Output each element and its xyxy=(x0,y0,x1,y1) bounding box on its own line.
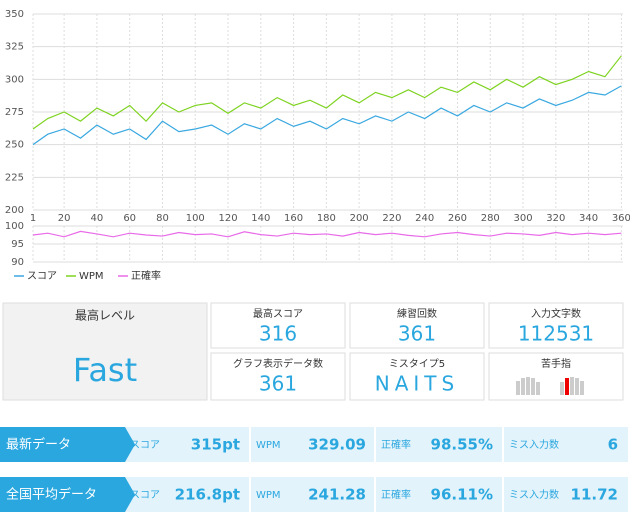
x-tick-label: 100 xyxy=(186,213,205,224)
legend-label: スコア xyxy=(27,271,57,282)
stat-label: 入力文字数 xyxy=(531,307,581,320)
legend-label: WPM xyxy=(79,271,104,282)
row-bg xyxy=(125,427,628,462)
y-tick-label: 275 xyxy=(5,107,24,118)
stat-cell xyxy=(349,352,485,401)
stat-cell xyxy=(210,352,346,401)
x-tick-label: 360 xyxy=(612,213,630,224)
x-tick-label: 40 xyxy=(91,213,104,224)
y-tick-label: 250 xyxy=(5,140,24,151)
row-label: 最新データ xyxy=(6,437,71,453)
x-tick-label: 260 xyxy=(448,213,467,224)
row-cell-label: WPM xyxy=(256,440,281,451)
row-cell-label: 正確率 xyxy=(381,488,411,501)
row-cell-value: 96.11% xyxy=(431,486,493,504)
row-bg xyxy=(125,477,628,512)
best-level-value: Fast xyxy=(73,351,137,389)
row-cell-value: 329.09 xyxy=(308,436,366,454)
row-label-bg xyxy=(0,427,135,462)
x-tick-label: 120 xyxy=(218,213,237,224)
stat-value: 316 xyxy=(259,322,297,346)
y-tick-label: 100 xyxy=(5,221,24,232)
stat-label: 最高スコア xyxy=(253,307,303,320)
row-cell-value: 98.55% xyxy=(431,436,493,454)
series-line xyxy=(32,230,622,238)
stat-label: グラフ表示データ数 xyxy=(233,357,323,370)
x-tick-label: 220 xyxy=(382,213,401,224)
y-tick-label: 95 xyxy=(11,239,24,250)
best-level-box xyxy=(2,302,208,401)
row-cell-value: 11.72 xyxy=(571,486,618,504)
x-tick-label: 320 xyxy=(546,213,565,224)
x-tick-label: 80 xyxy=(156,213,169,224)
stat-cell xyxy=(488,352,624,401)
y-tick-label: 350 xyxy=(5,9,24,20)
y-tick-label: 90 xyxy=(11,257,24,268)
y-tick-label: 200 xyxy=(5,205,24,216)
x-tick-label: 1 xyxy=(30,213,36,224)
y-tick-label: 225 xyxy=(5,172,24,183)
y-tick-label: 300 xyxy=(5,74,24,85)
stat-cell xyxy=(349,302,485,349)
stat-label: 苦手指 xyxy=(541,357,571,370)
row-label: 全国平均データ xyxy=(6,487,97,503)
row-cell-label: ミス入力数 xyxy=(509,488,559,501)
legend-label: 正確率 xyxy=(131,269,161,282)
x-tick-label: 340 xyxy=(579,213,598,224)
x-tick-label: 240 xyxy=(415,213,434,224)
x-tick-label: 300 xyxy=(513,213,532,224)
best-level-label: 最高レベル xyxy=(75,308,135,323)
y-tick-label: 325 xyxy=(5,42,24,53)
row-cell-label: 正確率 xyxy=(381,438,411,451)
row-cell-value: 241.28 xyxy=(308,486,366,504)
series-line xyxy=(32,55,622,130)
stat-label: 練習回数 xyxy=(397,307,437,320)
x-tick-label: 180 xyxy=(317,213,336,224)
stat-value: 361 xyxy=(398,322,436,346)
row-label-bg xyxy=(0,477,135,512)
x-tick-label: 280 xyxy=(481,213,500,224)
row-cell-label: スコア xyxy=(130,490,160,501)
x-tick-label: 60 xyxy=(123,213,136,224)
x-tick-label: 140 xyxy=(251,213,270,224)
row-cell-value: 315pt xyxy=(191,436,240,454)
row-cell-value: 216.8pt xyxy=(175,486,240,504)
series-line xyxy=(32,85,622,146)
x-tick-label: 20 xyxy=(58,213,71,224)
finger-icon xyxy=(516,377,584,395)
stat-label: ミスタイプ5 xyxy=(389,358,445,370)
stat-value: NAITS xyxy=(375,372,459,396)
row-cell-value: 6 xyxy=(608,436,618,454)
x-tick-label: 160 xyxy=(284,213,303,224)
stat-cell xyxy=(210,302,346,349)
stat-value: 361 xyxy=(259,372,297,396)
stat-value: 112531 xyxy=(518,322,594,346)
stat-cell xyxy=(488,302,624,349)
row-cell-label: スコア xyxy=(130,440,160,451)
x-tick-label: 200 xyxy=(350,213,369,224)
row-cell-label: WPM xyxy=(256,490,281,501)
row-cell-label: ミス入力数 xyxy=(509,438,559,451)
